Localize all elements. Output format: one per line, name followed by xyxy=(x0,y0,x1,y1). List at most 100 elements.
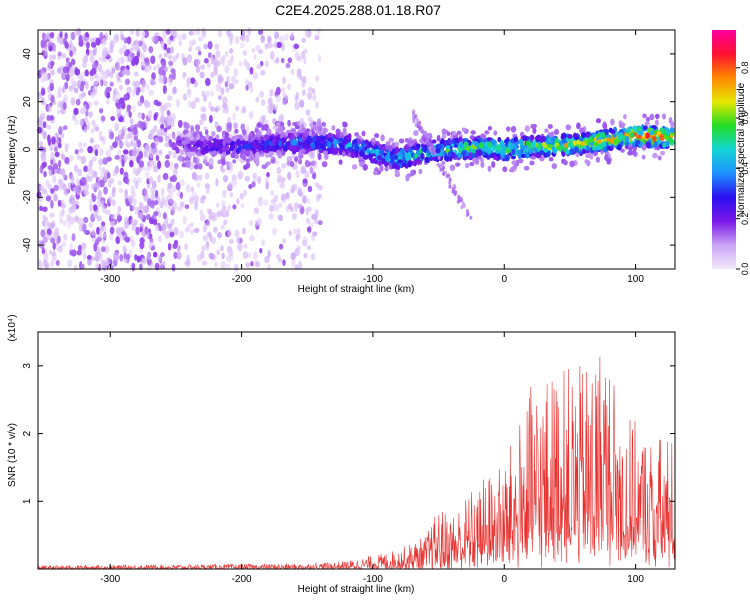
spectrogram-cell xyxy=(565,124,572,131)
spectrogram-cell xyxy=(226,122,232,129)
spectrogram-cell xyxy=(141,112,145,120)
spectrogram-cell xyxy=(148,45,154,54)
spectrogram-cell xyxy=(322,150,328,155)
spectrogram-cell xyxy=(153,200,159,206)
spectrogram-cell xyxy=(263,124,269,131)
spectrogram-cell xyxy=(100,246,106,253)
spectrogram-cell xyxy=(205,134,210,141)
spectrogram-cell xyxy=(100,259,105,266)
spectrogram-cell xyxy=(103,172,109,181)
spectrogram-cell xyxy=(251,48,255,53)
y-tick-label: 1 xyxy=(22,498,33,504)
spectrogram-cell xyxy=(585,152,590,159)
spectrogram-cell xyxy=(338,159,343,165)
spectrogram-cell xyxy=(124,177,129,185)
spectrogram-cell xyxy=(528,147,533,155)
spectrogram-cell xyxy=(73,264,78,272)
spectrogram-cell xyxy=(171,185,177,193)
spectrogram-cell xyxy=(294,101,300,111)
spectrogram-cell xyxy=(435,148,441,154)
spectrogram-cell xyxy=(307,86,313,93)
spectrogram-cell xyxy=(221,252,225,260)
spectrogram-cell xyxy=(132,167,137,175)
spectrogram-cell xyxy=(298,158,303,165)
spectrogram-cell xyxy=(126,142,131,149)
spectrogram-cell xyxy=(111,199,116,207)
spectrogram-cell xyxy=(94,256,100,262)
spectrogram-cell xyxy=(142,166,147,172)
spectrogram-cell xyxy=(216,249,220,256)
spectrogram-cell xyxy=(222,140,227,146)
spectrogram-cell xyxy=(56,67,62,74)
spectrogram-cell xyxy=(116,103,122,110)
spectrogram-cell xyxy=(243,59,248,67)
spectrogram-cell xyxy=(642,125,648,130)
spectrogram-cell xyxy=(166,47,171,54)
spectrogram-cell xyxy=(141,79,147,88)
spectrogram-cell xyxy=(220,87,225,96)
spectrogram-cell xyxy=(310,160,316,166)
spectrogram-cell xyxy=(236,138,241,146)
spectrogram-cell xyxy=(148,176,154,184)
spectrogram-cell xyxy=(164,199,169,208)
spectrogram-cell xyxy=(169,45,174,54)
spectrogram-cell xyxy=(186,260,191,266)
spectrogram-cell xyxy=(83,216,89,224)
spectrogram-cell xyxy=(38,262,43,271)
spectrogram-cell xyxy=(59,36,64,45)
spectrogram-cell xyxy=(45,179,50,188)
spectrogram-cell xyxy=(243,143,250,150)
spectrogram-cell xyxy=(48,184,52,191)
spectrogram-cell xyxy=(186,77,191,86)
spectrogram-cell xyxy=(298,99,305,108)
spectrogram-cell xyxy=(62,220,68,227)
spectrogram-cell xyxy=(60,154,66,160)
spectrogram-cell xyxy=(247,27,252,36)
spectrogram-cell xyxy=(444,170,448,175)
spectrogram-cell xyxy=(306,206,312,212)
spectrogram-cell xyxy=(260,99,266,107)
spectrogram-cell xyxy=(50,188,55,194)
spectrogram-cell xyxy=(162,212,167,220)
spectrogram-cell xyxy=(191,151,196,157)
spectrogram-cell xyxy=(201,27,206,36)
spectrogram-cell xyxy=(143,189,148,194)
spectrogram-cell xyxy=(261,117,266,126)
spectrogram-cell xyxy=(573,146,580,153)
spectrogram-cell xyxy=(287,171,292,181)
spectrogram-cell xyxy=(221,167,226,174)
spectrogram-cell xyxy=(152,65,157,71)
spectrogram-cell xyxy=(279,35,285,44)
spectrogram-cell xyxy=(300,148,306,154)
spectrogram-cell xyxy=(170,206,176,215)
spectrogram-cell xyxy=(120,34,125,41)
spectrogram-cell xyxy=(321,161,328,168)
spectrogram-cell xyxy=(491,161,496,168)
spectrogram-cell xyxy=(309,167,315,175)
spectrogram-cell xyxy=(97,200,102,208)
spectrogram-cell xyxy=(135,226,140,236)
x-tick-label: -300 xyxy=(100,274,120,285)
spectrogram-cell xyxy=(222,175,229,183)
spectrogram-cell xyxy=(293,43,300,50)
spectrogram-cell xyxy=(354,132,359,137)
spectrogram-cell xyxy=(603,145,608,153)
spectrogram-cell xyxy=(171,174,177,183)
spectrogram-cell xyxy=(200,106,204,113)
spectrogram-cell xyxy=(272,139,276,146)
y-tick-label: 20 xyxy=(22,96,33,108)
spectrogram-cell xyxy=(54,232,58,242)
spectrogram-cell xyxy=(134,210,140,216)
spectrogram-cell xyxy=(62,183,67,189)
spectrogram-cell xyxy=(50,136,56,145)
spectrogram-cell xyxy=(164,160,171,168)
spectrogram-cell xyxy=(78,142,83,148)
snr-panel: -300 -200 -100 0 100 123 Height of straight … xyxy=(7,314,676,595)
spectrogram-cell xyxy=(232,159,237,164)
spectrogram-cell xyxy=(109,131,114,140)
spectrogram-cell xyxy=(370,148,375,154)
spectrogram-cell xyxy=(184,243,188,251)
spectrogram-cell xyxy=(205,241,210,248)
spectrogram-cell xyxy=(179,230,184,239)
spectrogram-cell xyxy=(200,113,206,120)
